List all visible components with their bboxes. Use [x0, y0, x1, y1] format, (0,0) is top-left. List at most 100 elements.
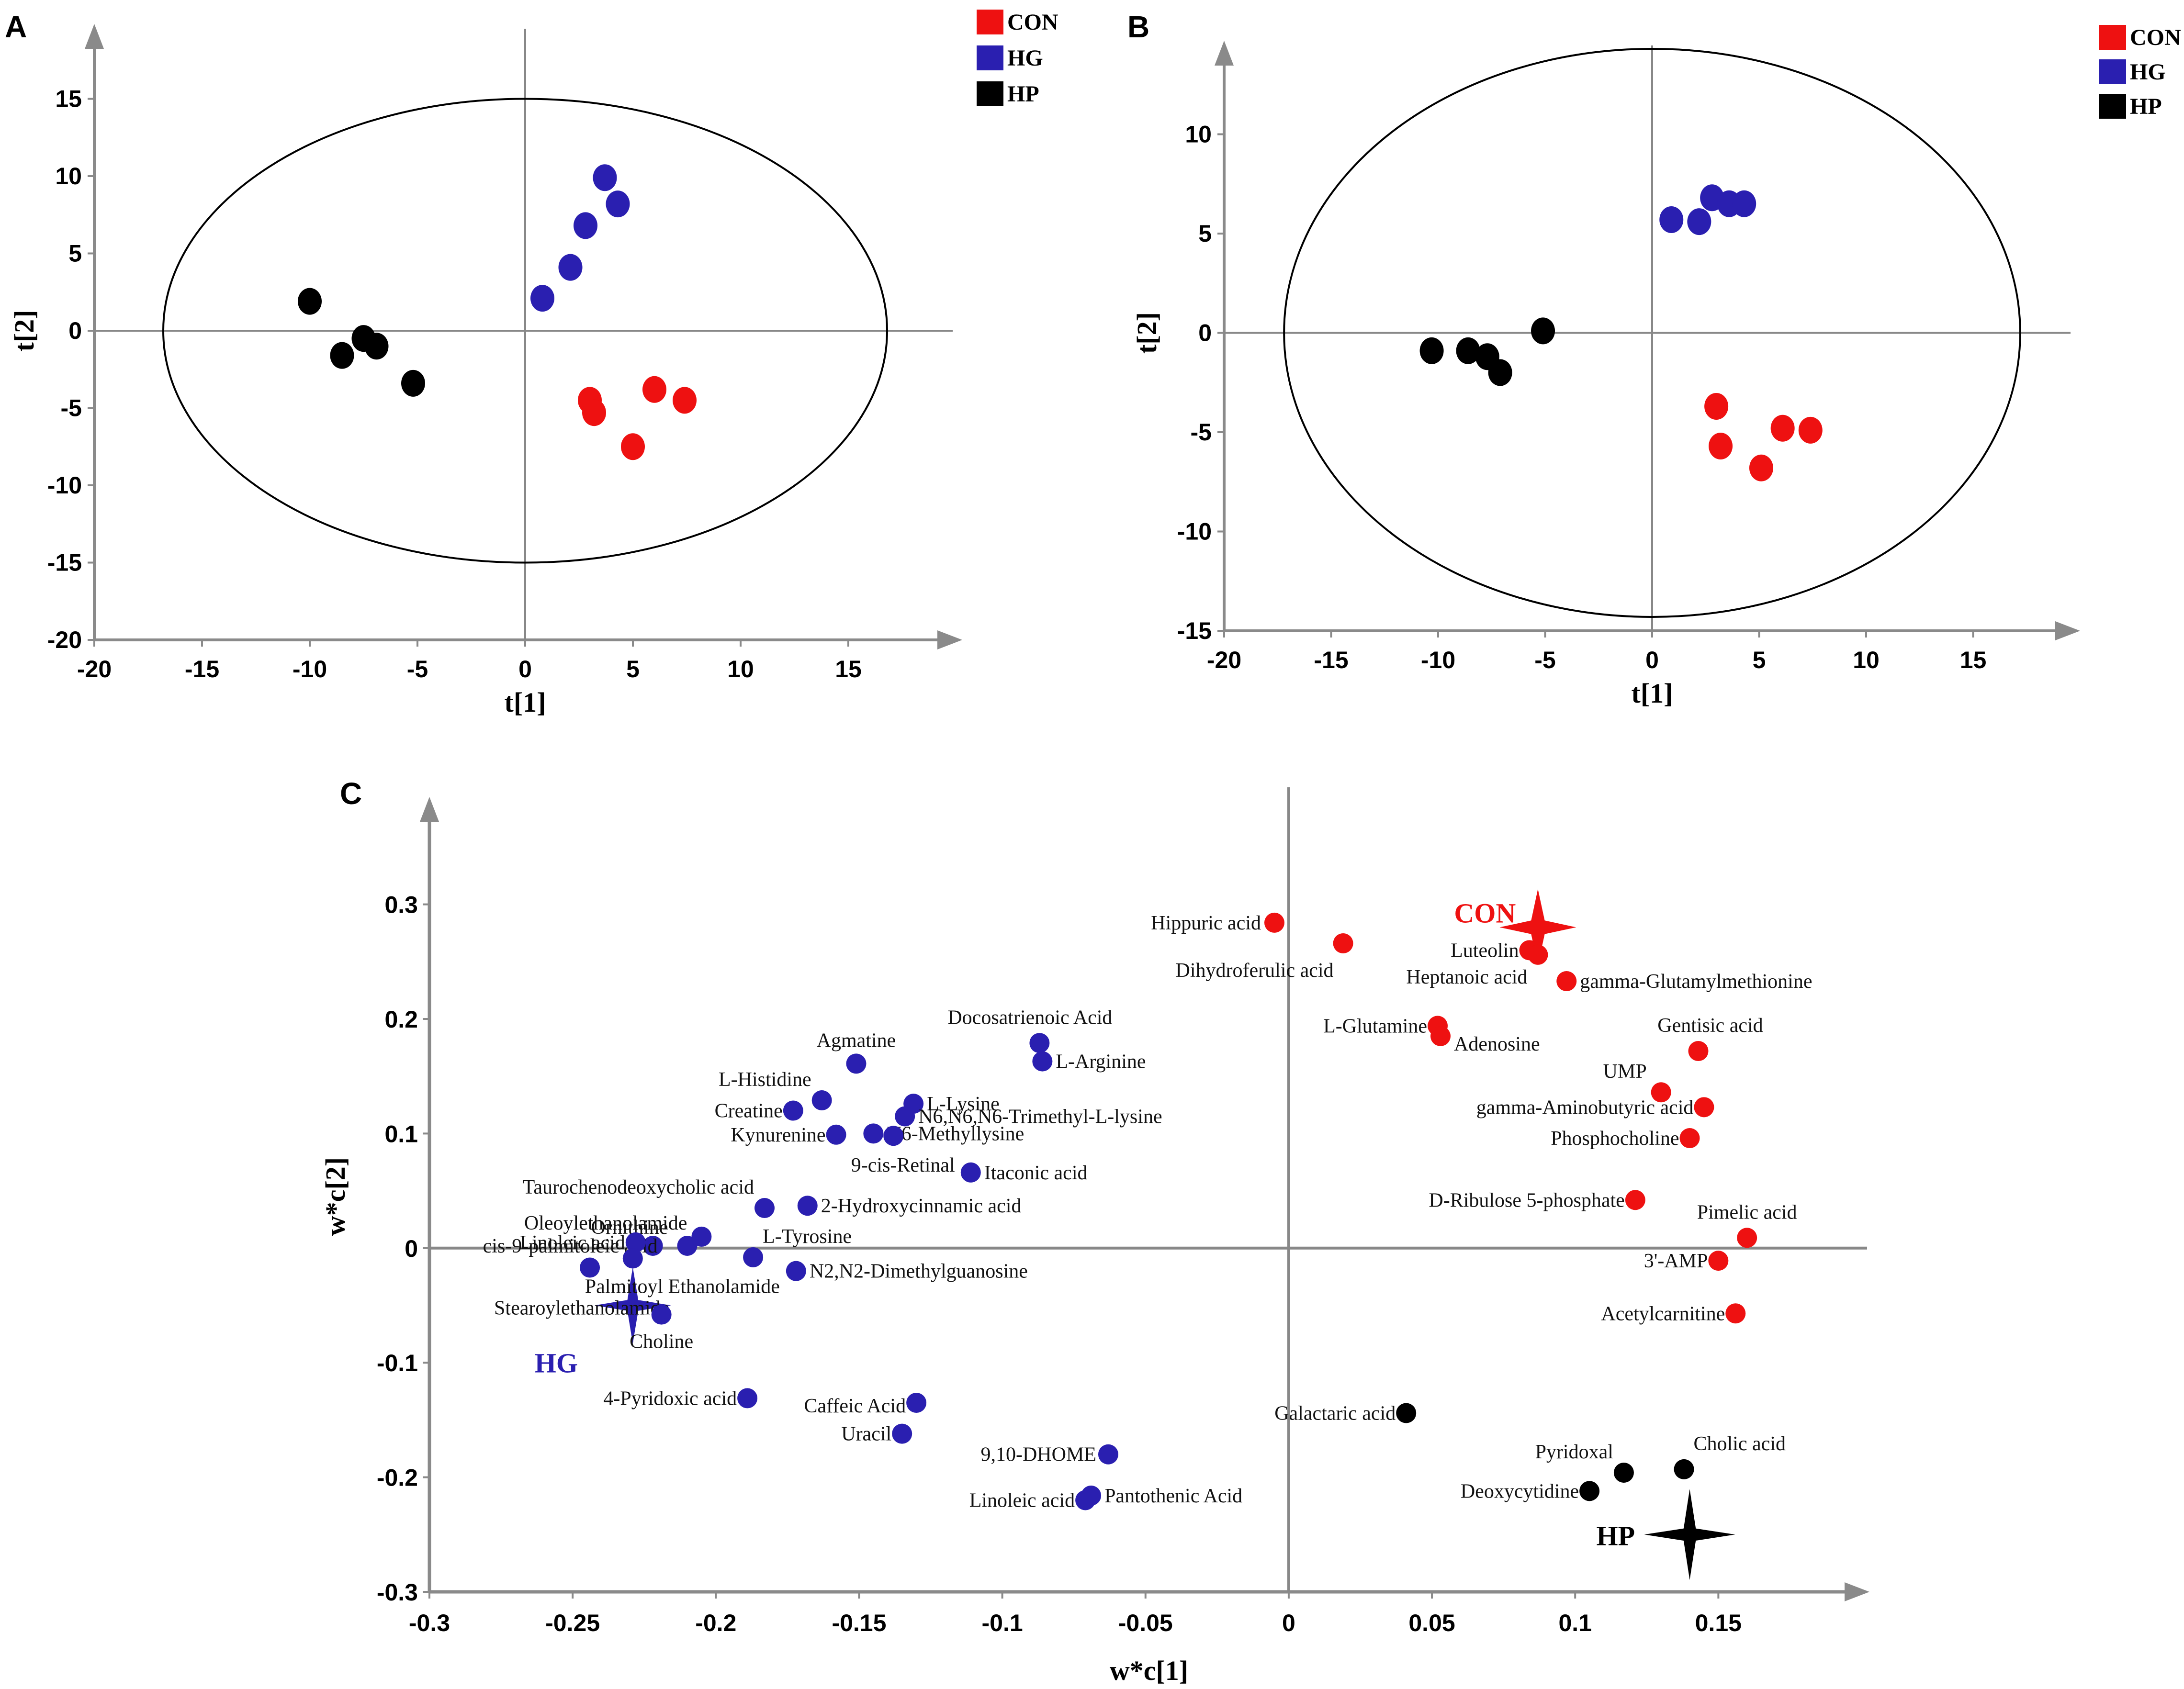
- score-point-con: [642, 376, 666, 403]
- score-point-con: [673, 387, 697, 414]
- score-point-hp: [1456, 337, 1480, 364]
- score-point-hg: [1732, 190, 1756, 217]
- loading-label: Luteolin: [1451, 940, 1519, 962]
- score-point-hp: [1531, 317, 1555, 345]
- loading-point-con: [1625, 1190, 1645, 1210]
- legend-swatch-con: [2099, 25, 2126, 50]
- x-axis-title: w*c[1]: [1110, 1655, 1188, 1686]
- x-tick-label: -20: [1207, 647, 1241, 673]
- loading-label: Kynurenine: [731, 1124, 825, 1146]
- loading-point-hg: [863, 1123, 884, 1144]
- x-tick-label: 15: [1960, 647, 1987, 673]
- loading-label: gamma-Glutamylmethionine: [1580, 971, 1812, 993]
- loading-point-hg: [786, 1261, 806, 1281]
- x-axis-title: t[1]: [1632, 678, 1673, 709]
- score-point-hg: [558, 254, 583, 281]
- y-tick-label: -0.1: [377, 1350, 418, 1376]
- loading-point-hp: [1613, 1463, 1634, 1483]
- loading-label: L-Arginine: [1056, 1051, 1146, 1073]
- x-tick-label: 0.1: [1558, 1610, 1592, 1636]
- loading-label: 9,10-DHOME: [980, 1444, 1096, 1466]
- loading-label: N2,N2-Dimethylguanosine: [810, 1261, 1028, 1283]
- x-tick-label: 0: [1282, 1610, 1295, 1636]
- loading-label: Acetylcarnitine: [1601, 1303, 1725, 1325]
- group-star-hg: [594, 1267, 671, 1344]
- loading-point-hg: [1032, 1051, 1053, 1072]
- y-axis-arrow: [420, 797, 439, 822]
- x-tick-label: -0.15: [832, 1610, 886, 1636]
- score-point-con: [582, 399, 606, 426]
- loading-label: Choline: [630, 1331, 693, 1353]
- x-tick-label: -0.1: [982, 1610, 1023, 1636]
- legend-swatch-con: [977, 10, 1003, 34]
- y-tick-label: -20: [47, 626, 82, 653]
- legend-swatch-hg: [977, 45, 1003, 70]
- score-point-hp: [330, 342, 354, 369]
- x-tick-label: -0.25: [545, 1610, 600, 1636]
- loading-point-con: [1694, 1097, 1714, 1118]
- loading-point-con: [1430, 1026, 1451, 1046]
- x-tick-label: -10: [293, 656, 327, 682]
- score-point-hp: [298, 288, 322, 315]
- y-tick-label: 0: [405, 1235, 418, 1262]
- score-point-hg: [530, 285, 554, 312]
- x-tick-label: -0.2: [695, 1610, 736, 1636]
- y-tick-label: -5: [1191, 419, 1212, 446]
- loading-label: Stearoylethanolamide: [494, 1297, 669, 1319]
- x-tick-label: 10: [1853, 647, 1880, 673]
- group-label-con: CON: [1454, 897, 1516, 928]
- legend-label-con: CON: [1007, 10, 1058, 35]
- panel-label: C: [340, 776, 362, 811]
- loading-point-hg: [677, 1236, 698, 1256]
- y-tick-label: 10: [55, 163, 82, 190]
- y-tick-label: 5: [1198, 220, 1212, 247]
- group-star-con: [1499, 889, 1576, 966]
- score-point-hg: [1659, 206, 1684, 233]
- y-tick-label: -0.2: [377, 1465, 418, 1491]
- loading-point-hg: [906, 1392, 927, 1413]
- loading-point-hg: [622, 1248, 643, 1269]
- loading-point-hg: [743, 1247, 764, 1267]
- legend-label-hg: HG: [1007, 45, 1043, 71]
- loading-label: L-Glutamine: [1323, 1015, 1427, 1037]
- loading-label: Palmitoyl Ethanolamide: [585, 1275, 780, 1298]
- y-tick-label: 0: [68, 317, 82, 344]
- legend-label-con: CON: [2130, 25, 2181, 50]
- y-tick-label: 0.3: [384, 892, 418, 918]
- x-axis-arrow: [937, 630, 962, 649]
- loading-point-hp: [1579, 1481, 1600, 1501]
- y-tick-label: 15: [55, 86, 82, 112]
- x-tick-label: -5: [407, 656, 428, 682]
- score-point-con: [1798, 416, 1823, 444]
- loading-label: L-Lysine: [927, 1093, 1000, 1115]
- loading-label: Docosatrienoic Acid: [947, 1007, 1112, 1029]
- loading-label: Dihydroferulic acid: [1176, 960, 1334, 982]
- y-tick-label: 0: [1198, 320, 1212, 347]
- group-star-hp: [1644, 1489, 1735, 1580]
- y-tick-label: -10: [1177, 518, 1212, 545]
- x-tick-label: -15: [1314, 647, 1348, 673]
- loading-point-con: [1333, 933, 1353, 953]
- loading-label: Caffeic Acid: [804, 1395, 906, 1417]
- x-tick-label: 0.15: [1695, 1610, 1742, 1636]
- loading-point-hg: [651, 1304, 672, 1325]
- y-tick-label: -15: [47, 549, 82, 576]
- x-tick-label: -5: [1534, 647, 1555, 673]
- loading-point-hg: [846, 1053, 867, 1074]
- legend-swatch-hg: [2099, 59, 2126, 84]
- x-tick-label: 10: [727, 656, 754, 682]
- loading-point-con: [1708, 1251, 1729, 1271]
- score-point-hg: [606, 190, 630, 218]
- loading-point-hg: [625, 1232, 646, 1253]
- legend-swatch-hp: [977, 81, 1003, 106]
- loading-label: N6,N6,N6-Trimethyl-L-lysine: [918, 1106, 1162, 1128]
- loading-point-con: [1725, 1303, 1746, 1324]
- legend-label-hp: HP: [2130, 94, 2162, 119]
- loading-label: Phosphocholine: [1551, 1128, 1679, 1150]
- y-tick-label: 10: [1185, 121, 1212, 148]
- loading-point-hg: [797, 1196, 818, 1216]
- loading-label: 9-cis-Retinal: [851, 1154, 955, 1176]
- score-point-con: [1704, 393, 1729, 420]
- loading-point-hg: [811, 1090, 832, 1110]
